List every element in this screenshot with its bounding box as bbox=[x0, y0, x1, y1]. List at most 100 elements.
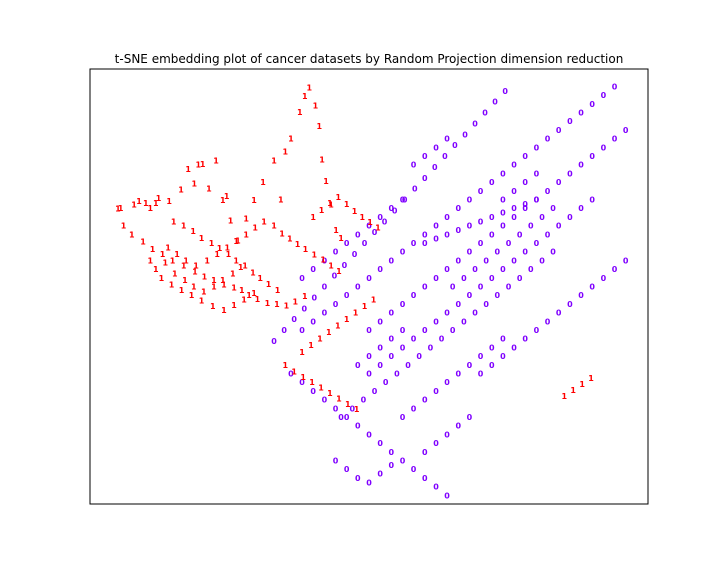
point-label-0-206: 0 bbox=[433, 143, 439, 152]
point-label-0-51: 0 bbox=[433, 222, 439, 231]
point-label-0-71: 0 bbox=[400, 300, 406, 309]
point-label-0-205: 0 bbox=[422, 152, 428, 161]
point-label-0-26: 0 bbox=[310, 387, 316, 396]
point-label-0-193: 0 bbox=[511, 343, 517, 352]
point-label-0-207: 0 bbox=[444, 135, 450, 144]
point-label-1-50: 1 bbox=[246, 291, 252, 300]
point-label-0-163: 0 bbox=[500, 335, 506, 344]
point-label-0-120: 0 bbox=[416, 352, 422, 361]
point-label-1-25: 1 bbox=[283, 148, 289, 157]
point-label-0-13: 0 bbox=[402, 196, 408, 205]
point-label-0-43: 0 bbox=[344, 291, 350, 300]
point-label-0-76: 0 bbox=[456, 256, 462, 265]
point-label-1-130: 1 bbox=[291, 367, 297, 376]
point-label-0-22: 0 bbox=[492, 98, 498, 107]
point-label-0-170: 0 bbox=[517, 230, 523, 239]
point-label-1-48: 1 bbox=[231, 283, 237, 292]
point-label-0-20: 0 bbox=[472, 119, 478, 128]
point-label-0-95: 0 bbox=[400, 343, 406, 352]
point-label-0-145: 0 bbox=[310, 265, 316, 274]
point-label-1-39: 1 bbox=[140, 238, 146, 247]
point-label-1-91: 1 bbox=[148, 256, 154, 265]
point-label-0-160: 0 bbox=[467, 361, 473, 370]
point-label-1-79: 1 bbox=[252, 223, 258, 232]
point-label-0-148: 0 bbox=[344, 239, 350, 248]
point-label-1-22: 1 bbox=[260, 178, 266, 187]
point-label-0-80: 0 bbox=[500, 222, 506, 231]
point-label-0-84: 0 bbox=[545, 187, 551, 196]
point-label-1-84: 1 bbox=[189, 291, 195, 300]
point-label-0-32: 0 bbox=[377, 439, 383, 448]
point-label-1-95: 1 bbox=[182, 276, 188, 285]
point-label-0-173: 0 bbox=[550, 204, 556, 213]
point-label-1-133: 1 bbox=[318, 383, 324, 392]
point-label-0-66: 0 bbox=[601, 91, 607, 100]
point-label-1-58: 1 bbox=[181, 222, 187, 231]
point-label-0-135: 0 bbox=[444, 230, 450, 239]
point-label-1-87: 1 bbox=[221, 306, 227, 315]
point-label-1-121: 1 bbox=[308, 341, 314, 350]
point-label-1-107: 1 bbox=[312, 250, 318, 259]
point-label-1-35: 1 bbox=[333, 226, 339, 235]
point-label-1-124: 1 bbox=[335, 322, 341, 331]
point-label-1-114: 1 bbox=[336, 193, 342, 202]
point-label-1-101: 1 bbox=[238, 263, 244, 272]
point-label-0-137: 0 bbox=[467, 222, 473, 231]
point-label-0-124: 0 bbox=[461, 317, 467, 326]
point-label-1-11: 1 bbox=[192, 179, 198, 188]
point-label-1-52: 1 bbox=[265, 299, 271, 308]
point-label-0-117: 0 bbox=[383, 378, 389, 387]
point-label-1-69: 1 bbox=[275, 286, 281, 295]
point-label-0-167: 0 bbox=[483, 256, 489, 265]
point-label-1-34: 1 bbox=[328, 201, 334, 210]
point-label-1-136: 1 bbox=[345, 400, 351, 409]
point-label-0-93: 0 bbox=[377, 361, 383, 370]
point-label-0-69: 0 bbox=[377, 317, 383, 326]
point-label-1-31: 1 bbox=[317, 122, 323, 131]
point-label-0-104: 0 bbox=[500, 265, 506, 274]
point-label-0-123: 0 bbox=[450, 326, 456, 335]
point-label-0-106: 0 bbox=[522, 248, 528, 257]
point-label-0-62: 0 bbox=[556, 126, 562, 135]
point-label-0-9: 0 bbox=[362, 239, 368, 248]
point-label-0-108: 0 bbox=[545, 230, 551, 239]
point-label-0-136: 0 bbox=[456, 226, 462, 235]
point-label-1-116: 1 bbox=[352, 207, 358, 216]
point-label-0-132: 0 bbox=[550, 248, 556, 257]
point-label-0-156: 0 bbox=[422, 396, 428, 405]
point-label-0-92: 0 bbox=[366, 370, 372, 379]
point-label-0-78: 0 bbox=[478, 239, 484, 248]
point-label-0-21: 0 bbox=[482, 109, 488, 118]
point-label-1-123: 1 bbox=[326, 328, 332, 337]
point-label-0-118: 0 bbox=[394, 370, 400, 379]
point-label-0-178: 0 bbox=[400, 326, 406, 335]
point-label-0-91: 0 bbox=[623, 126, 629, 135]
point-label-1-117: 1 bbox=[360, 213, 366, 222]
point-label-0-11: 0 bbox=[382, 217, 388, 226]
point-label-0-35: 0 bbox=[411, 465, 417, 474]
point-label-0-190: 0 bbox=[478, 370, 484, 379]
point-label-0-186: 0 bbox=[433, 439, 439, 448]
point-label-1-32: 1 bbox=[319, 156, 325, 165]
point-label-1-126: 1 bbox=[353, 309, 359, 318]
point-label-1-83: 1 bbox=[179, 286, 185, 295]
point-label-0-175: 0 bbox=[366, 352, 372, 361]
point-label-0-140: 0 bbox=[500, 209, 506, 218]
point-label-0-134: 0 bbox=[433, 235, 439, 244]
point-label-0-72: 0 bbox=[411, 291, 417, 300]
point-label-1-77: 1 bbox=[233, 237, 239, 246]
point-label-0-37: 0 bbox=[433, 483, 439, 492]
point-label-0-45: 0 bbox=[366, 274, 372, 283]
point-label-0-103: 0 bbox=[489, 274, 495, 283]
point-label-1-115: 1 bbox=[344, 200, 350, 209]
point-label-1-47: 1 bbox=[221, 280, 227, 289]
point-label-1-61: 1 bbox=[209, 239, 215, 248]
point-label-0-164: 0 bbox=[450, 283, 456, 292]
point-label-0-201: 0 bbox=[601, 274, 607, 283]
point-label-0-143: 0 bbox=[534, 196, 540, 205]
point-label-1-4: 1 bbox=[143, 199, 149, 208]
point-label-1-122: 1 bbox=[317, 335, 323, 344]
point-label-1-45: 1 bbox=[202, 273, 208, 282]
point-label-1-19: 1 bbox=[235, 236, 241, 245]
point-label-1-36: 1 bbox=[338, 234, 344, 243]
